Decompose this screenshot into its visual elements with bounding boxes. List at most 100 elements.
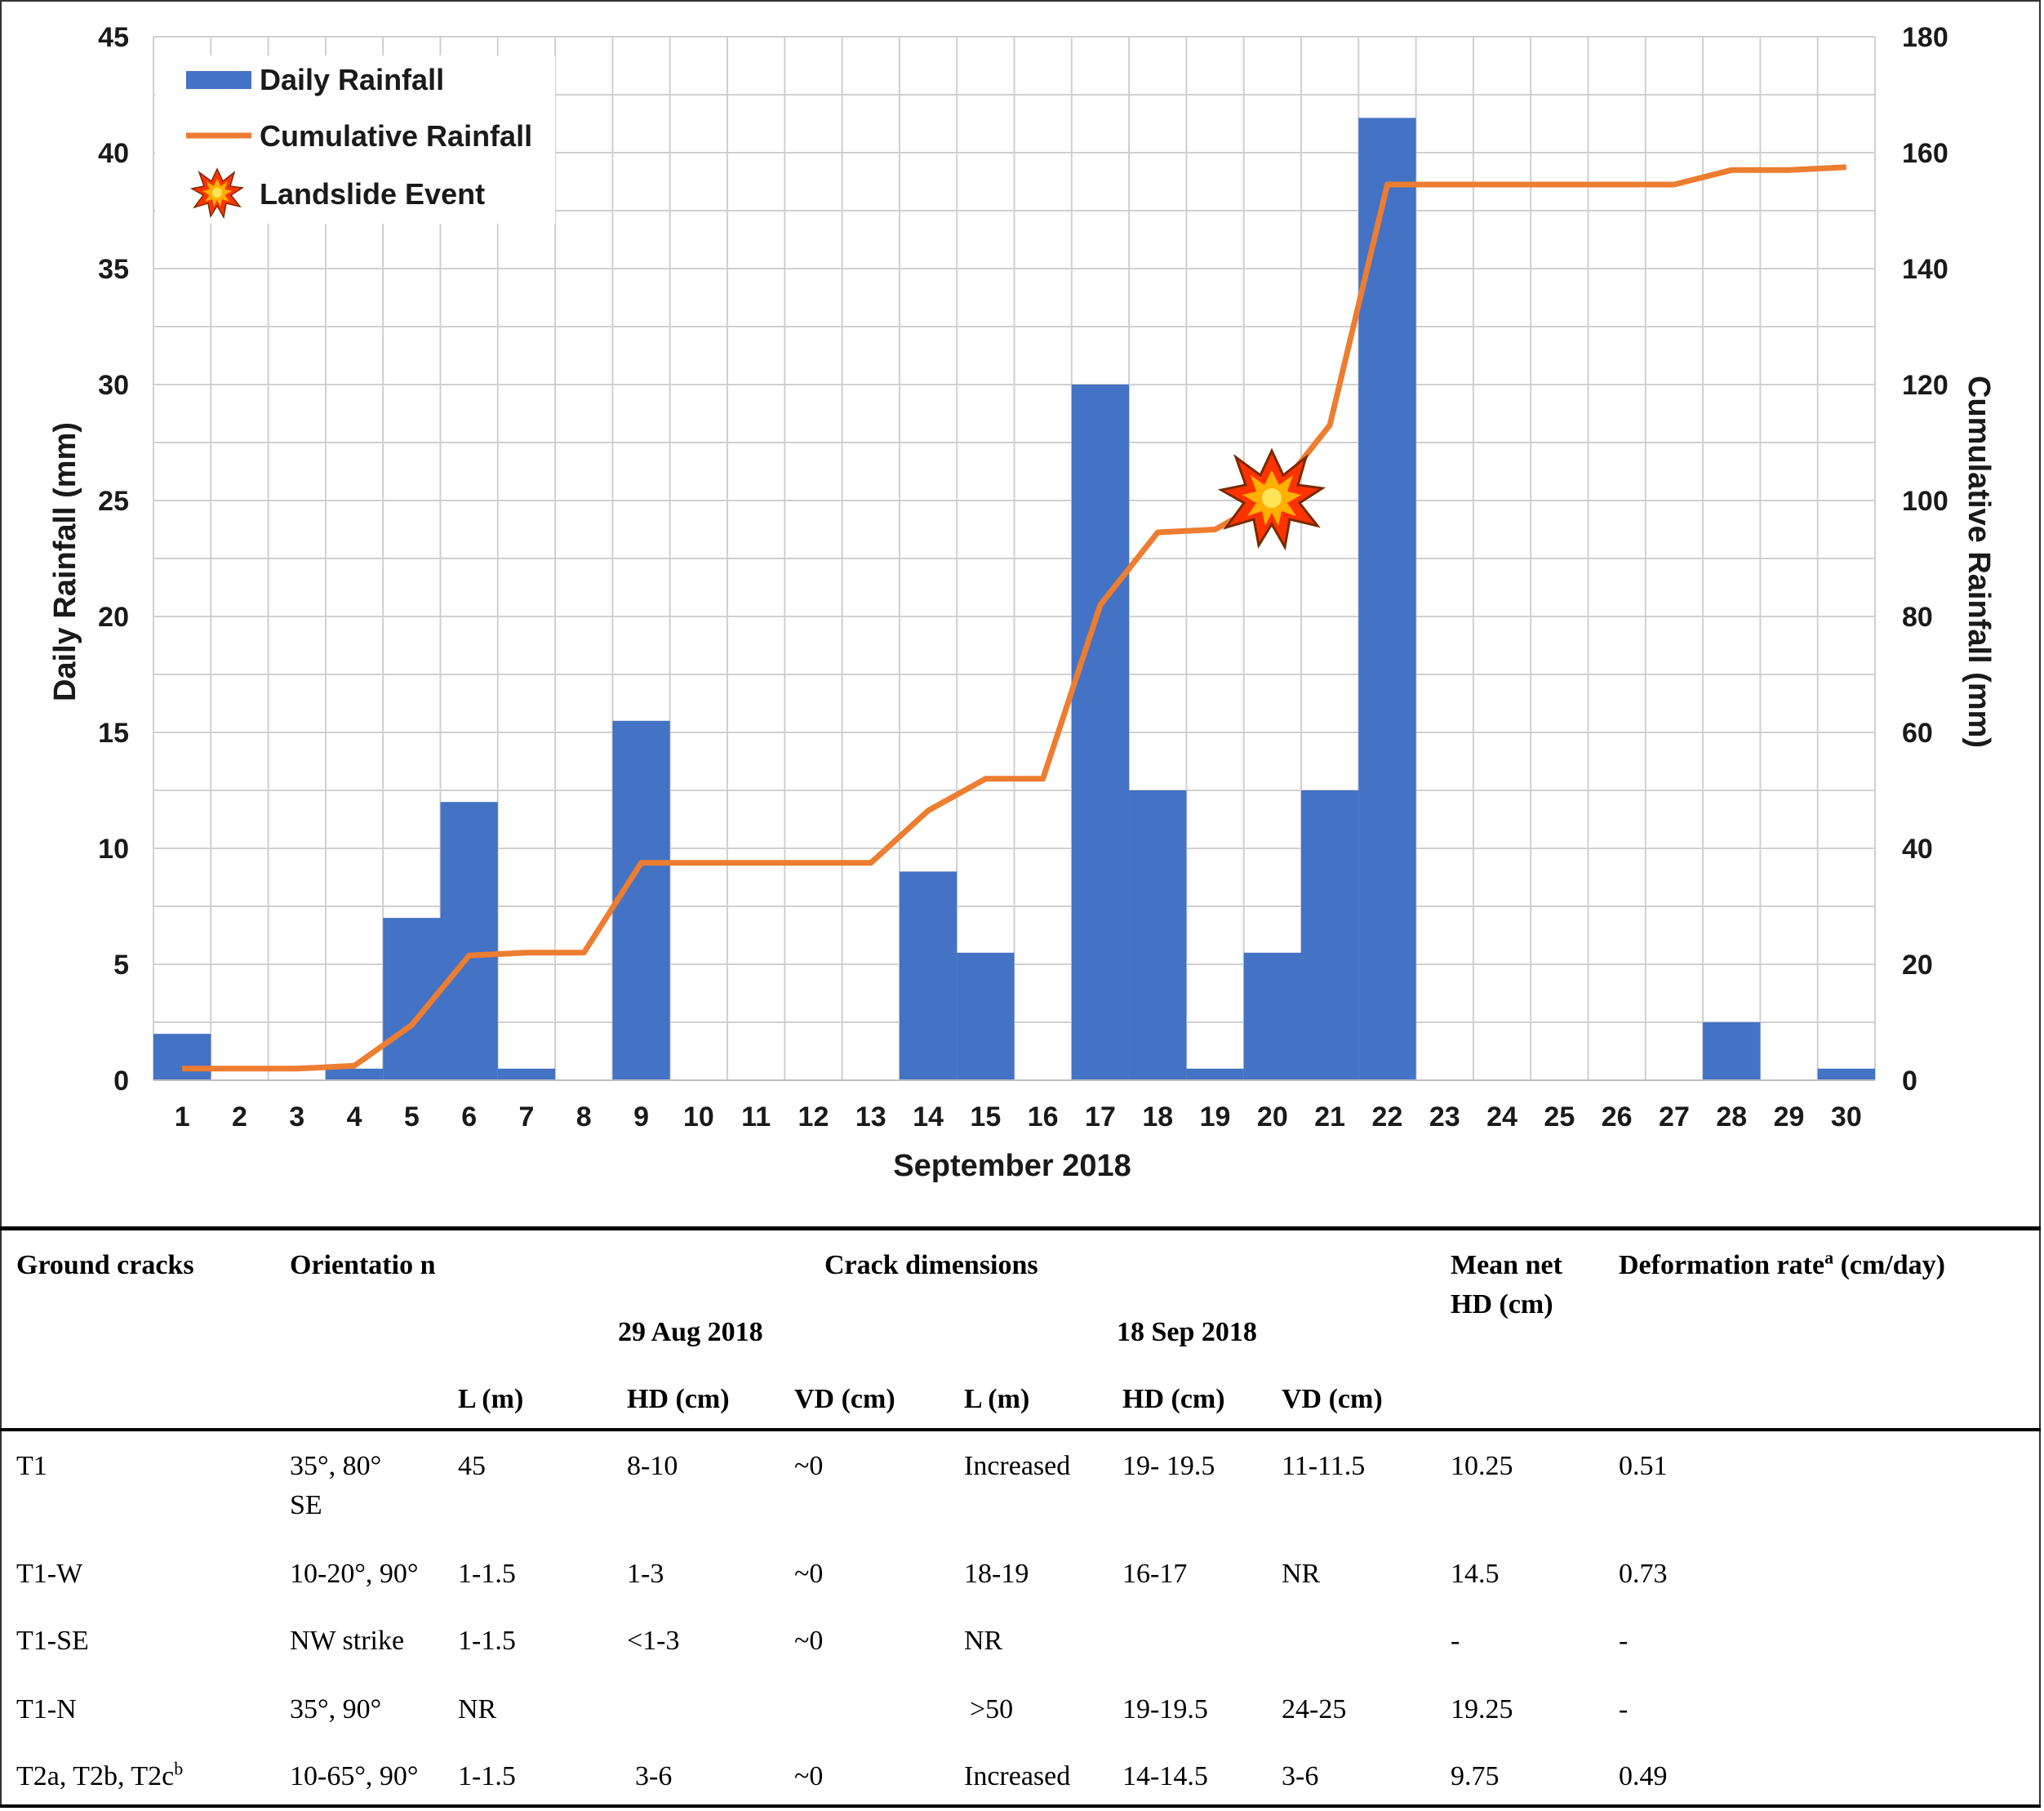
daily-rainfall-bar [325,1068,384,1080]
header-hd-29-aug: HD (cm) [627,1384,730,1414]
cell-hd-18-sep: 16-17 [1122,1559,1188,1589]
cell-crack: T1-W [16,1559,83,1589]
chart-axes: 1 2 3 4 5 6 7 8 9 10 11 12 13 14 15 16 17 18 19 20 21 22 23 24 2… [98,22,1948,1132]
cell-deformation-rate: 0.51 [1619,1451,1668,1481]
x-tick-label: 9 [633,1101,649,1132]
header-date-18-sep: 18 Sep 2018 [1117,1317,1257,1347]
daily-rainfall-bar [440,802,498,1080]
x-tick-label: 2 [232,1101,247,1132]
x-tick-label: 8 [576,1101,592,1132]
y-tick-label-left: 5 [113,950,129,981]
cell-deformation-rate: 0.73 [1619,1559,1668,1589]
daily-rainfall-bar [497,1068,556,1080]
x-tick-label: 5 [404,1101,420,1132]
y-tick-label-left: 45 [98,22,129,53]
cell-orientation: 35°, 90° [290,1694,382,1724]
daily-rainfall-bar [612,720,670,1080]
y-tick-label-right: 60 [1902,718,1933,749]
cell-orientation: 10-65°, 90° [290,1761,419,1791]
cell-vd-29-aug: ~0 [794,1451,824,1481]
cell-vd-18-sep: NR [1282,1559,1321,1589]
cell-deformation-rate: 0.49 [1619,1761,1668,1791]
x-tick-label: 29 [1774,1101,1805,1132]
y-axis-right-title: Cumulative Rainfall (mm) [1962,376,1996,748]
x-tick-label: 24 [1486,1101,1517,1132]
x-tick-label: 26 [1602,1101,1633,1132]
cell-vd-18-sep: 24-25 [1282,1694,1347,1724]
cell-mean-net-hd: 10.25 [1451,1451,1513,1481]
daily-rainfall-bar [1186,1068,1244,1080]
x-tick-label: 21 [1314,1101,1345,1132]
cell-orientation: NW strike [290,1626,405,1656]
y-tick-label-right: 180 [1902,22,1948,53]
cell-l-29-aug: NR [458,1694,497,1724]
rainfall-chart: 1 2 3 4 5 6 7 8 9 10 11 12 13 14 15 16 17 18 19 20 21 22 23 24 2… [48,22,1996,1183]
cell-l-18-sep: Increased [964,1761,1071,1791]
header-crack-dimensions: Crack dimensions [824,1250,1038,1280]
cumulative-rainfall-line [182,164,1846,1072]
header-hd-18-sep: HD (cm) [1122,1384,1225,1414]
y-tick-label-left: 40 [98,138,129,169]
cell-vd-29-aug: ~0 [794,1761,824,1791]
cell-orientation: 10-20°, 90° [290,1559,419,1589]
explosion-icon [189,167,245,220]
x-tick-label: 18 [1142,1101,1173,1132]
cell-mean-net-hd: 9.75 [1451,1761,1500,1791]
cell-l-18-sep: 18-19 [964,1559,1029,1589]
daily-rainfall-bar [1703,1022,1761,1080]
header-l-29-aug: L (m) [458,1384,524,1414]
daily-rainfall-bar [899,871,958,1080]
x-tick-label: 25 [1544,1101,1575,1132]
x-tick-label: 23 [1429,1101,1460,1132]
header-ground-cracks: Ground cracks [16,1250,194,1280]
cell-mean-net-hd: 14.5 [1451,1559,1500,1589]
cell-crack: T1-SE [16,1626,89,1656]
y-tick-label-left: 30 [98,370,129,401]
y-tick-label-right: 120 [1902,370,1948,401]
daily-rainfall-bar [957,952,1015,1080]
header-deformation-rate: Deformation ratea (cm/day) [1619,1246,1945,1285]
daily-rainfall-bar [1817,1068,1875,1080]
daily-rainfall-bar [1301,790,1359,1080]
y-tick-label-right: 100 [1902,486,1948,517]
cell-crack-label: T2a, T2b, T2c [16,1761,175,1791]
x-tick-label: 4 [347,1101,362,1132]
y-tick-label-left: 35 [98,254,129,285]
legend-label-cumulative-rainfall: Cumulative Rainfall [260,119,532,153]
y-axis-left-title: Daily Rainfall (mm) [48,422,82,701]
legend-label-landslide-event: Landslide Event [260,177,485,211]
y-tick-label-left: 25 [98,486,129,517]
x-tick-label: 27 [1659,1101,1690,1132]
x-tick-label: 20 [1257,1101,1288,1132]
x-tick-label: 3 [289,1101,304,1132]
cell-hd-18-sep: 14-14.5 [1122,1761,1208,1791]
x-tick-label: 17 [1085,1101,1116,1132]
legend-swatch-daily-rainfall [186,71,251,89]
cell-vd-18-sep: 11-11.5 [1282,1451,1366,1481]
header-vd-18-sep: VD (cm) [1282,1384,1383,1414]
cell-hd-29-aug: 1-3 [627,1559,664,1589]
daily-rainfall-bar [1071,385,1130,1080]
x-tick-label: 15 [970,1101,1001,1132]
x-tick-label: 13 [855,1101,886,1132]
y-tick-label-right: 0 [1902,1066,1917,1097]
ground-cracks-table: Ground cracks Orientatio n Crack dimensi… [0,1226,2044,1811]
cell-crack-footnote: b [174,1758,184,1779]
header-mean-net-hd: Mean net HD (cm) [1451,1250,1562,1319]
table-header-rule [0,1428,2041,1431]
cell-orientation: 35°, 80° SE [290,1451,382,1520]
cell-hd-29-aug: 8-10 [627,1451,678,1481]
landslide-event-marker [1217,447,1326,551]
daily-rainfall-bars [153,118,1875,1080]
cell-hd-18-sep: 19-19.5 [1122,1694,1208,1724]
cell-vd-29-aug: ~0 [794,1626,824,1656]
x-axis-title: September 2018 [893,1149,1131,1183]
cell-l-29-aug: 1-1.5 [458,1626,516,1656]
header-date-29-aug: 29 Aug 2018 [618,1317,763,1347]
daily-rainfall-bar [1129,790,1187,1080]
y-tick-label-right: 20 [1902,950,1933,981]
y-tick-label-left: 10 [98,834,129,865]
cell-l-18-sep: NR [964,1626,1003,1656]
x-tick-label: 30 [1831,1101,1862,1132]
y-tick-label-left: 20 [98,602,129,633]
